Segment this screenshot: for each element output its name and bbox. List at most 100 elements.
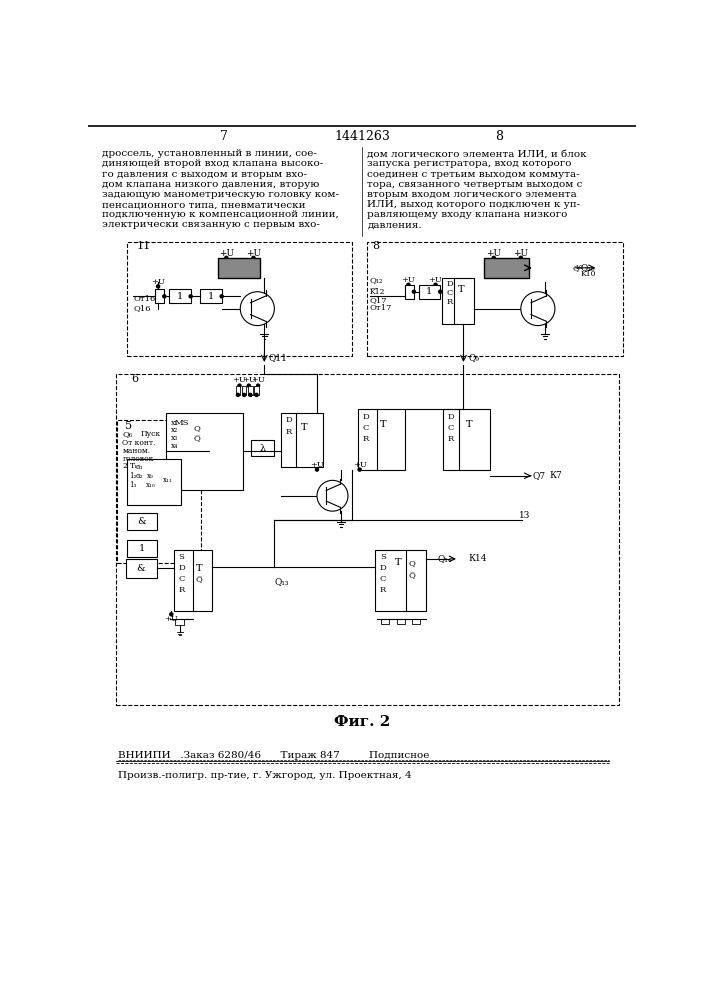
- Bar: [166, 413, 243, 490]
- Text: x₁₁: x₁₁: [163, 476, 173, 484]
- Text: К7: К7: [549, 471, 562, 480]
- Text: 1441263: 1441263: [334, 130, 390, 143]
- Text: запуска регистратора, вход которого: запуска регистратора, вход которого: [368, 159, 572, 168]
- Text: электрически связанную с первым вхо-: электрически связанную с первым вхо-: [103, 220, 320, 229]
- Circle shape: [407, 283, 410, 286]
- Text: D: D: [363, 413, 370, 421]
- Text: λ: λ: [259, 444, 266, 453]
- Text: дроссель, установленный в линии, сое-: дроссель, установленный в линии, сое-: [103, 149, 317, 158]
- Text: Q7: Q7: [532, 471, 546, 480]
- Bar: [442, 278, 474, 324]
- Circle shape: [189, 295, 192, 298]
- Text: R: R: [363, 435, 369, 443]
- Text: дом логического элемента ИЛИ, и блок: дом логического элемента ИЛИ, и блок: [368, 149, 587, 158]
- Text: MS: MS: [174, 419, 189, 427]
- Bar: [375, 550, 426, 611]
- Text: S: S: [178, 553, 184, 561]
- Bar: [368, 242, 623, 356]
- Bar: [117, 420, 201, 563]
- Text: Q16: Q16: [134, 304, 151, 312]
- Bar: [127, 513, 156, 530]
- Text: го давления с выходом и вторым вхо-: го давления с выходом и вторым вхо-: [103, 170, 308, 179]
- Circle shape: [252, 256, 255, 259]
- Text: К14: К14: [468, 554, 486, 563]
- Bar: [126, 559, 156, 578]
- Text: ₁: ₁: [134, 462, 136, 471]
- Text: D: D: [380, 564, 387, 572]
- Text: тора, связанного четвертым выходом с: тора, связанного четвертым выходом с: [368, 180, 583, 189]
- Text: +U: +U: [310, 461, 324, 469]
- Circle shape: [163, 295, 166, 298]
- Text: D: D: [285, 416, 292, 424]
- Text: T: T: [458, 285, 464, 294]
- Text: D: D: [448, 413, 455, 421]
- Bar: [235, 386, 240, 395]
- Bar: [255, 386, 259, 395]
- Text: пенсационного типа, пневматически: пенсационного типа, пневматически: [103, 200, 306, 209]
- Text: Q̅: Q̅: [194, 436, 201, 444]
- Circle shape: [243, 393, 246, 396]
- Text: 8: 8: [495, 130, 503, 143]
- Bar: [358, 409, 404, 470]
- Circle shape: [412, 290, 416, 293]
- Text: 1: 1: [208, 292, 214, 301]
- Text: ВНИИПИ   .Заказ 6280/46      Тираж 847         Подписное: ВНИИПИ .Заказ 6280/46 Тираж 847 Подписно…: [118, 751, 429, 760]
- Text: D: D: [446, 280, 453, 288]
- Bar: [127, 459, 182, 505]
- Bar: [248, 386, 252, 395]
- Text: &: &: [136, 564, 146, 573]
- Text: +U: +U: [218, 249, 234, 258]
- Bar: [200, 289, 222, 303]
- Text: C: C: [448, 424, 455, 432]
- Text: x₄: x₄: [170, 442, 178, 450]
- Text: соединен с третьим выходом коммута-: соединен с третьим выходом коммута-: [368, 170, 580, 179]
- Circle shape: [315, 468, 319, 471]
- Bar: [127, 242, 352, 356]
- Text: 7: 7: [220, 130, 228, 143]
- Text: дом клапана низкого давления, вторую: дом клапана низкого давления, вторую: [103, 180, 320, 189]
- Text: ИЛИ, выход которого подключен к уп-: ИЛИ, выход которого подключен к уп-: [368, 200, 580, 209]
- Text: +U: +U: [164, 615, 178, 623]
- Text: C: C: [380, 575, 386, 583]
- Circle shape: [249, 393, 252, 396]
- Circle shape: [434, 283, 437, 286]
- Text: x₁: x₁: [170, 419, 177, 427]
- Text: Произв.-полигр. пр-тие, г. Ужгород, ул. Проектная, 4: Произв.-полигр. пр-тие, г. Ужгород, ул. …: [118, 771, 411, 780]
- Text: T: T: [196, 564, 202, 573]
- Text: Q11: Q11: [269, 353, 288, 362]
- Text: подключенную к компенсационной линии,: подключенную к компенсационной линии,: [103, 210, 339, 219]
- Text: Пуск: Пуск: [140, 430, 160, 438]
- Bar: [381, 619, 389, 624]
- Text: R: R: [446, 298, 452, 306]
- Text: +U: +U: [353, 461, 366, 469]
- Text: 1₃: 1₃: [129, 481, 136, 489]
- Text: +U: +U: [428, 276, 443, 284]
- Bar: [242, 386, 247, 395]
- Text: α₂: α₂: [136, 472, 144, 480]
- Bar: [155, 289, 164, 303]
- Text: +U: +U: [402, 276, 416, 284]
- Text: 6: 6: [131, 374, 138, 384]
- Text: T: T: [129, 462, 134, 471]
- Text: +U: +U: [486, 249, 501, 258]
- Text: диняющей второй вход клапана высоко-: диняющей второй вход клапана высоко-: [103, 159, 324, 168]
- Text: R: R: [380, 586, 386, 594]
- Text: +U: +U: [233, 376, 247, 384]
- Text: x₁₀: x₁₀: [146, 481, 156, 489]
- Text: K12: K12: [370, 288, 385, 296]
- Text: x₉: x₉: [147, 472, 153, 480]
- Circle shape: [358, 468, 361, 471]
- Circle shape: [220, 295, 223, 298]
- Text: 13: 13: [518, 511, 530, 520]
- Bar: [251, 440, 274, 456]
- Text: $_{10}$: $_{10}$: [575, 264, 583, 272]
- Text: головок: головок: [122, 455, 154, 463]
- Text: Q17: Q17: [370, 296, 387, 304]
- Text: 1: 1: [426, 287, 433, 296]
- Bar: [419, 285, 440, 299]
- Text: R: R: [448, 435, 454, 443]
- Circle shape: [170, 613, 173, 616]
- Text: +U: +U: [251, 376, 265, 384]
- Circle shape: [236, 393, 240, 396]
- Text: +U: +U: [242, 376, 256, 384]
